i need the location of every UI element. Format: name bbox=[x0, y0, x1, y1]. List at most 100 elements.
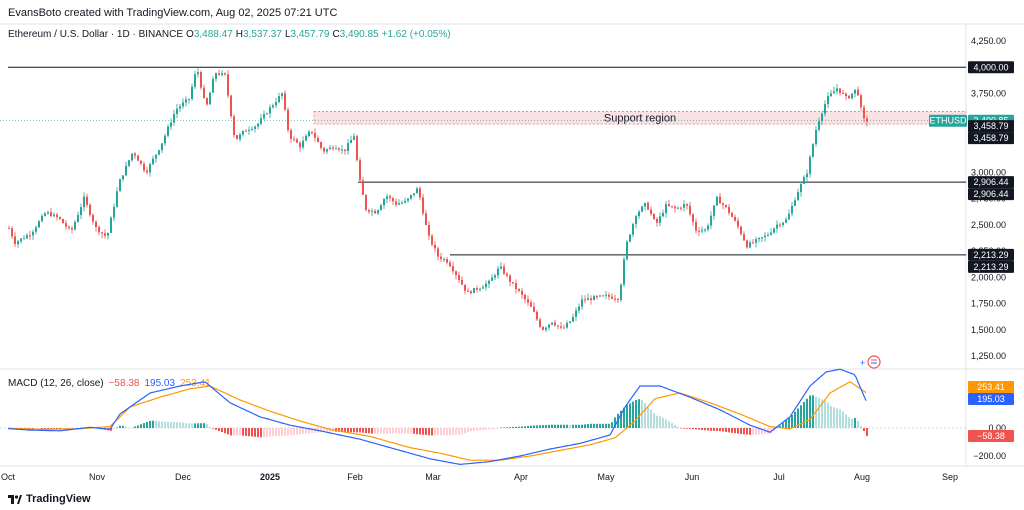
macd-histogram-bar bbox=[218, 428, 220, 431]
candle-body bbox=[692, 214, 694, 222]
alert-icon[interactable]: + bbox=[860, 355, 881, 369]
macd-histogram-bar bbox=[665, 419, 667, 428]
macd-histogram-bar bbox=[659, 416, 661, 428]
macd-line[interactable] bbox=[7, 368, 867, 466]
macd-histogram-bar bbox=[173, 422, 175, 428]
macd-histogram-bar bbox=[272, 428, 274, 437]
candle-body bbox=[491, 277, 493, 281]
time-axis-label: Nov bbox=[89, 472, 106, 482]
support-tag-2-box bbox=[968, 132, 1014, 145]
candle-body bbox=[725, 204, 727, 207]
macd-histogram-bar bbox=[812, 395, 814, 428]
candle-body bbox=[419, 188, 421, 198]
candle-body bbox=[488, 280, 490, 284]
candle-body bbox=[767, 234, 769, 236]
macd-histogram-bar bbox=[569, 424, 571, 428]
svg-text:+: + bbox=[860, 358, 865, 368]
symbol-name: Ethereum / U.S. Dollar · 1D · BINANCE bbox=[8, 29, 183, 40]
candle-body bbox=[677, 207, 679, 209]
candle-body bbox=[164, 135, 166, 144]
candle-body bbox=[578, 306, 580, 311]
candle-body bbox=[788, 213, 790, 220]
macd-histogram-bar bbox=[299, 428, 301, 435]
macd-histogram-bar bbox=[401, 428, 403, 434]
candle-body bbox=[80, 207, 82, 216]
candle-body bbox=[479, 288, 481, 290]
candle-body bbox=[56, 214, 58, 218]
macd-histogram-bar bbox=[131, 427, 133, 429]
macd-histogram-bar bbox=[302, 428, 304, 434]
macd-histogram-bar bbox=[260, 428, 262, 438]
macd-histogram-bar bbox=[500, 427, 502, 429]
candle-body bbox=[404, 200, 406, 203]
macd-histogram-bar bbox=[182, 422, 184, 428]
macd-histogram-bar bbox=[344, 428, 346, 432]
candle-body bbox=[713, 205, 715, 216]
candle-body bbox=[824, 104, 826, 114]
candle-body bbox=[686, 204, 688, 206]
macd-histogram-bar bbox=[524, 426, 526, 428]
level-tag-4000-box bbox=[968, 61, 1014, 74]
macd-histogram-bar bbox=[527, 425, 529, 428]
candle-body bbox=[719, 196, 721, 204]
symbol-tag: ETHUSD bbox=[929, 116, 967, 126]
candle-body bbox=[227, 74, 229, 96]
macd-histogram-bar bbox=[362, 428, 364, 433]
macd-histogram-bar bbox=[236, 428, 238, 436]
close-value: 3,490.85 bbox=[340, 29, 379, 40]
macd-histogram-bar bbox=[374, 428, 376, 434]
candle-body bbox=[197, 72, 199, 75]
macd-histogram-bar bbox=[464, 428, 466, 434]
macd-histogram-bar bbox=[368, 428, 370, 434]
macd-histogram-bar bbox=[233, 428, 235, 436]
macd-histogram-bar bbox=[383, 428, 385, 434]
macd-histogram-bar bbox=[419, 428, 421, 435]
macd-histogram-bar bbox=[470, 428, 472, 432]
candle-body bbox=[206, 98, 208, 105]
candle-body bbox=[14, 236, 16, 245]
macd-histogram-bar bbox=[167, 421, 169, 428]
tradingview-brand[interactable]: TradingView bbox=[8, 493, 91, 505]
macd-histogram-bar bbox=[653, 413, 655, 428]
candle-body bbox=[182, 102, 184, 107]
macd-signal-line[interactable] bbox=[7, 381, 867, 461]
macd-histogram-bar bbox=[491, 428, 493, 430]
candle-body bbox=[521, 290, 523, 295]
macd-histogram-bar bbox=[122, 425, 124, 428]
macd-line-value: 195.03 bbox=[144, 378, 175, 389]
macd-histogram-bar bbox=[746, 428, 748, 435]
macd-histogram-bar bbox=[479, 428, 481, 431]
macd-histogram-bar bbox=[680, 428, 682, 429]
candle-body bbox=[497, 268, 499, 276]
candle-body bbox=[560, 326, 562, 328]
candle-body bbox=[29, 235, 31, 237]
macd-line-tag: 195.03 bbox=[977, 394, 1005, 404]
macd-histogram-bar bbox=[221, 428, 223, 433]
candle-body bbox=[779, 224, 781, 226]
tradingview-logo-icon bbox=[8, 494, 22, 504]
macd-histogram-bar bbox=[275, 428, 277, 437]
level-tag-2213-a-box bbox=[968, 248, 1014, 261]
macd-histogram-bar bbox=[698, 428, 700, 430]
support-tag-1: 3,458.79 bbox=[973, 121, 1008, 131]
candle-body bbox=[191, 86, 193, 99]
candle-body bbox=[605, 294, 607, 296]
time-axis-label: Feb bbox=[347, 472, 363, 482]
macd-histogram-bar bbox=[476, 428, 478, 431]
candle-body bbox=[233, 116, 235, 136]
macd-histogram-bar bbox=[278, 428, 280, 437]
candle-body bbox=[845, 93, 847, 96]
candle-body bbox=[353, 136, 355, 140]
macd-histogram-bar bbox=[230, 428, 232, 436]
candle-body bbox=[26, 235, 28, 239]
candle-body bbox=[806, 173, 808, 178]
macd-histogram-bar bbox=[449, 428, 451, 436]
macd-histogram-bar bbox=[689, 428, 691, 429]
candle-body bbox=[98, 227, 100, 233]
candle-body bbox=[503, 266, 505, 274]
candle-body bbox=[170, 122, 172, 127]
symbol-legend: Ethereum / U.S. Dollar · 1D · BINANCE O3,… bbox=[8, 29, 451, 40]
macd-histogram-bar bbox=[728, 428, 730, 433]
candle-body bbox=[422, 197, 424, 214]
